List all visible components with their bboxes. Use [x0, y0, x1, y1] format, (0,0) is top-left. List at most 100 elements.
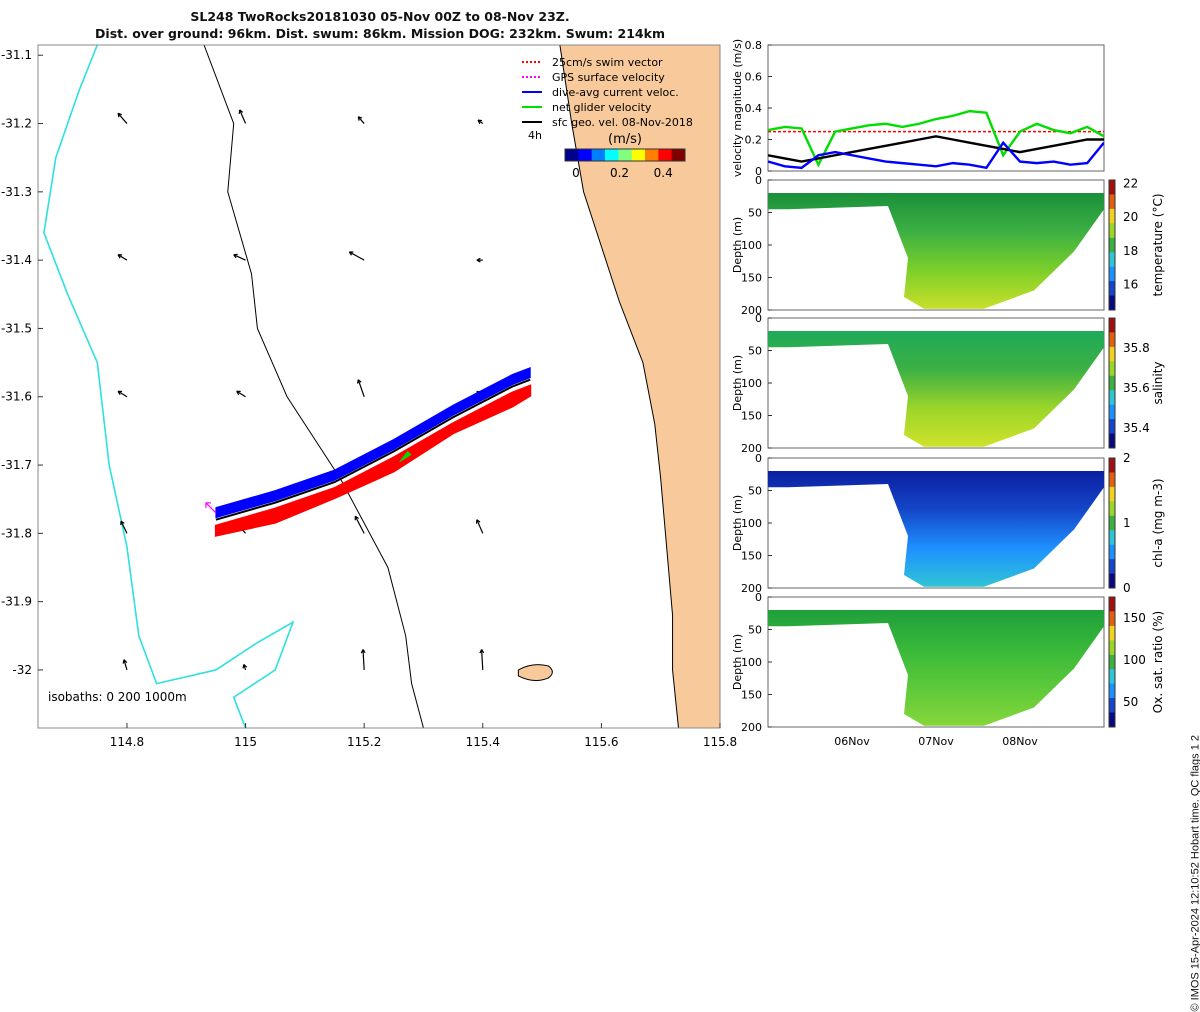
- section-colorbar-segment: [1109, 223, 1115, 239]
- y-tick-label: -31.5: [1, 321, 32, 335]
- legend-label: net glider velocity: [552, 101, 652, 114]
- geo-velocity-arrowhead: [117, 254, 123, 259]
- x-tick-label: 114.8: [110, 735, 144, 749]
- velocity-y-tick-label: 0.8: [745, 39, 763, 52]
- geo-velocity-vector: [233, 254, 246, 261]
- velocity-series: [768, 140, 1104, 170]
- section-colorbar-frame: [1108, 317, 1116, 449]
- section-colorbar-segment: [1109, 361, 1115, 377]
- geo-velocity-arrowhead: [122, 659, 128, 664]
- geo-velocity-arrowhead: [238, 109, 244, 114]
- section-colorbar-segment: [1109, 486, 1115, 502]
- colorbar-segment: [605, 149, 619, 161]
- section-colorbar-segment: [1109, 559, 1115, 575]
- geo-velocity-vector: [349, 251, 365, 261]
- geo-velocity-arrowhead: [348, 251, 354, 256]
- depth-tick-label: 200: [741, 304, 762, 317]
- x-tick-label: 115: [234, 735, 257, 749]
- colorbar-tick-label: 0: [572, 166, 580, 180]
- section-colorbar-segment: [1109, 281, 1115, 297]
- section-colorbar-tick-label: 0: [1123, 581, 1131, 595]
- section-colorbar-segment: [1109, 544, 1115, 560]
- velocity-panel-frame: [767, 44, 1105, 172]
- colorbar-segment: [591, 149, 606, 161]
- depth-tick-label: 200: [741, 582, 762, 595]
- section-colorbar-frame: [1108, 179, 1116, 311]
- section-colorbar-segment: [1109, 597, 1115, 612]
- section-colorbar-segment: [1109, 573, 1115, 589]
- section-colorbar-segment: [1109, 208, 1115, 224]
- section-colorbar-segment: [1109, 640, 1115, 656]
- section-colorbar-segment: [1109, 698, 1115, 714]
- legend-label: dive-avg current veloc.: [552, 86, 679, 99]
- geo-velocity-arrowhead: [242, 664, 248, 669]
- section-colorbar-segment: [1109, 712, 1115, 728]
- section-colorbar-segment: [1109, 295, 1115, 311]
- section-colorbar-segment: [1109, 266, 1115, 282]
- geo-velocity-arrowhead: [117, 112, 123, 118]
- section-colorbar-label: chl-a (mg m-3): [1151, 478, 1165, 567]
- section-colorbar-segment: [1109, 404, 1115, 420]
- y-tick-label: -31.2: [1, 117, 32, 131]
- x-tick-label: 115.4: [466, 735, 500, 749]
- chart-title-line1: SL248 TwoRocks20181030 05-Nov 00Z to 08-…: [190, 9, 570, 24]
- y-tick-label: -31.7: [1, 458, 32, 472]
- y-tick-label: -32: [12, 663, 32, 677]
- x-tick-label: 115.2: [347, 735, 381, 749]
- section-colorbar-segment: [1109, 346, 1115, 362]
- section-colorbar-segment: [1109, 683, 1115, 699]
- geo-velocity-vector: [476, 519, 484, 534]
- depth-tick-label: 50: [748, 207, 762, 220]
- depth-tick-label: 200: [741, 721, 762, 734]
- depth-ylabel: Depth (m): [731, 217, 744, 273]
- depth-tick-label: 100: [741, 239, 762, 252]
- section-colorbar-label: temperature (°C): [1151, 194, 1165, 297]
- velocity-y-tick-label: 0.4: [745, 102, 763, 115]
- colorbar-segment: [658, 149, 673, 161]
- section-colorbar-tick-label: 35.6: [1123, 381, 1150, 395]
- section-colorbar-segment: [1109, 458, 1115, 473]
- y-tick-label: -31.1: [1, 48, 32, 62]
- time-tick-label: 08Nov: [1002, 735, 1038, 748]
- section-field: [768, 331, 1104, 447]
- velocity-series-group: [768, 109, 1104, 170]
- geo-velocity-arrowhead: [354, 515, 359, 521]
- section-colorbar-segment: [1109, 472, 1115, 488]
- velocity-y-tick-label: 0.6: [745, 71, 763, 84]
- depth-tick-label: 50: [748, 624, 762, 637]
- colorbar-tick-label: 0.2: [610, 166, 629, 180]
- swim-vectors: [214, 384, 532, 537]
- legend-label: GPS surface velocity: [552, 71, 665, 84]
- section-colorbar-segment: [1109, 375, 1115, 391]
- legend-label: sfc geo. vel. 08-Nov-2018: [552, 116, 693, 129]
- geo-velocity-arrowhead: [117, 390, 123, 396]
- depth-tick-label: 0: [755, 312, 762, 325]
- depth-tick-label: 0: [755, 452, 762, 465]
- y-tick-label: -31.9: [1, 595, 32, 609]
- geo-velocity-arrowhead: [477, 119, 483, 124]
- time-tick-label: 07Nov: [918, 735, 954, 748]
- map-plot: 114.8 115 115.2 115.4 115.6 115.8 -31.1 -31.2 -3…: [1, 39, 1165, 749]
- depth-tick-label: 150: [741, 410, 762, 423]
- isobath-200m: [203, 45, 424, 728]
- legend-label: 25cm/s swim vector: [552, 56, 663, 69]
- section-colorbar-label: salinity: [1151, 361, 1165, 404]
- geo-velocity-vector: [239, 109, 247, 124]
- depth-ylabel: Depth (m): [731, 634, 744, 690]
- section-colorbar-segment: [1109, 237, 1115, 253]
- side-note: © IMOS 15-Apr-2024 12:10:52 Hobart time.…: [1190, 735, 1200, 1012]
- section-field: [768, 610, 1104, 726]
- depth-tick-label: 200: [741, 442, 762, 455]
- section-colorbar-tick-label: 50: [1123, 695, 1138, 709]
- colorbar-segment: [645, 149, 659, 161]
- geo-velocity-arrowhead: [233, 253, 238, 259]
- depth-tick-label: 0: [755, 174, 762, 187]
- section-colorbar-tick-label: 22: [1123, 176, 1138, 190]
- section-colorbar-segment: [1109, 180, 1115, 195]
- section-field: [768, 471, 1104, 587]
- velocity-ylabel: velocity magnitude (m/s): [731, 39, 744, 177]
- section-colorbar-segment: [1109, 654, 1115, 670]
- colorbar-tick-label: 0.4: [654, 166, 673, 180]
- section-colorbar-tick-label: 20: [1123, 210, 1138, 224]
- geo-velocity-arrowhead: [357, 116, 363, 121]
